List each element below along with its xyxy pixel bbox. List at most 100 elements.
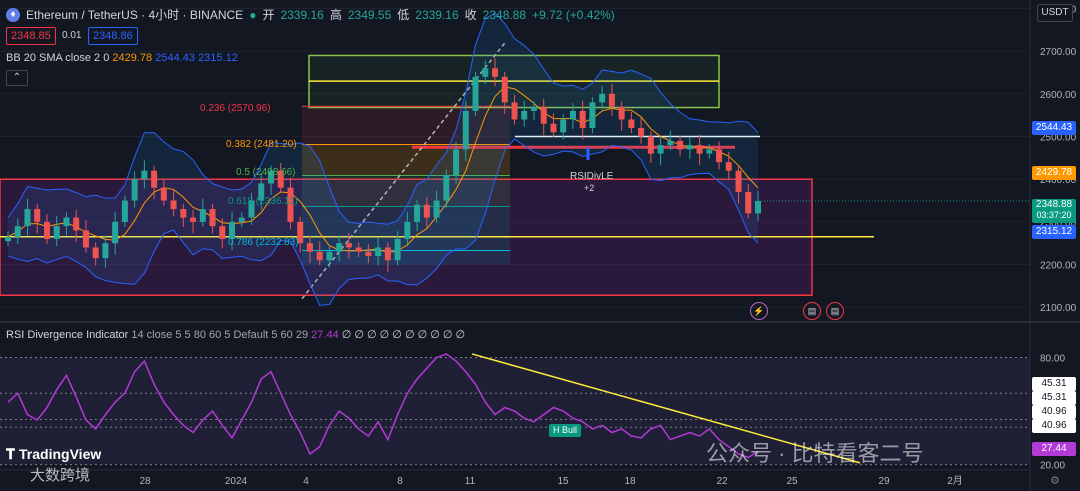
candle-body bbox=[219, 226, 226, 239]
candle-body bbox=[267, 170, 274, 184]
high-label: 高 bbox=[329, 8, 342, 22]
candle-body bbox=[141, 170, 148, 180]
candle-body bbox=[647, 136, 654, 154]
candle-body bbox=[63, 217, 70, 227]
candle-body bbox=[638, 128, 645, 137]
candle-body bbox=[501, 76, 508, 103]
time-tick-label: 11 bbox=[465, 476, 476, 487]
price-tick-label: 2200.00 bbox=[1040, 261, 1077, 272]
time-tick-label: 29 bbox=[878, 476, 890, 487]
rsi-tag-a: 45.31 bbox=[1032, 377, 1076, 391]
candle-body bbox=[53, 226, 60, 239]
candle-body bbox=[686, 145, 693, 150]
bar-countdown: 03:37:20 bbox=[1036, 210, 1072, 220]
bb-lower-line bbox=[7, 138, 759, 306]
candle-body bbox=[579, 110, 586, 128]
bb-lower-value: 2315.12 bbox=[198, 52, 238, 64]
bb-basis-line bbox=[7, 86, 759, 254]
candle-body bbox=[657, 145, 664, 154]
last-price-value: 2348.88 bbox=[1035, 199, 1073, 210]
sell-price-button[interactable]: 2348.85 bbox=[6, 27, 56, 45]
candle-body bbox=[73, 217, 80, 231]
time-tick-label: 22 bbox=[716, 476, 728, 487]
buy-price-button[interactable]: 2348.86 bbox=[88, 27, 138, 45]
candle-body bbox=[433, 200, 440, 218]
open-label: 开 bbox=[262, 8, 275, 22]
price-tick-label: 2700.00 bbox=[1040, 47, 1077, 58]
bb-basis-value: 2429.78 bbox=[112, 52, 153, 64]
rsi-empty-values: ∅ ∅ ∅ ∅ ∅ ∅ ∅ ∅ ∅ ∅ bbox=[341, 329, 466, 341]
last-price-tag: 2348.88 03:37:20 bbox=[1032, 199, 1076, 223]
candle-body bbox=[112, 221, 119, 244]
rsi-tick-label: 80.00 bbox=[1040, 354, 1065, 365]
candle-body bbox=[297, 221, 304, 244]
candle-body bbox=[550, 123, 557, 133]
candle-body bbox=[258, 183, 265, 201]
candle-body bbox=[5, 236, 11, 242]
candle-body bbox=[190, 217, 197, 222]
close-label: 收 bbox=[464, 8, 477, 22]
candle-body bbox=[34, 209, 41, 222]
tradingview-text: TradingView bbox=[19, 446, 102, 462]
candle-body bbox=[414, 204, 421, 222]
candle-body bbox=[394, 238, 401, 261]
change-value: +9.72 (+0.42%) bbox=[532, 7, 615, 22]
candle-body bbox=[160, 187, 167, 201]
us-flag-event-icon[interactable]: ▤ bbox=[803, 302, 821, 320]
time-tick-label: 2月 bbox=[947, 475, 963, 487]
candle-body bbox=[336, 243, 343, 252]
candle-body bbox=[151, 170, 158, 188]
candle-body bbox=[608, 93, 615, 107]
signal-label[interactable]: RSIDivLE bbox=[570, 171, 614, 182]
bb-lower-tag: 2315.12 bbox=[1032, 225, 1076, 239]
price-tick-label: 2400.00 bbox=[1040, 175, 1077, 186]
candle-body bbox=[345, 243, 352, 248]
lightning-event-icon[interactable]: ⚡ bbox=[750, 302, 768, 320]
rsi-tag-d: 40.96 bbox=[1032, 419, 1076, 433]
candle-body bbox=[170, 200, 177, 210]
symbol-title[interactable]: Ethereum / TetherUS · 4小时 · BINANCE bbox=[26, 8, 244, 22]
candle-body bbox=[92, 247, 99, 259]
candle-body bbox=[725, 162, 732, 171]
candle-body bbox=[618, 106, 625, 120]
candle-body bbox=[375, 247, 382, 256]
bb-name: BB 20 SMA close 2 0 bbox=[6, 52, 110, 64]
candle-body bbox=[229, 221, 236, 239]
candle-body bbox=[238, 217, 245, 222]
candle-body bbox=[599, 93, 606, 103]
low-value: 2339.16 bbox=[415, 7, 459, 22]
candle-body bbox=[443, 174, 450, 201]
rsi-value: 27.44 bbox=[311, 329, 339, 341]
candle-body bbox=[462, 110, 469, 150]
time-tick-label: 15 bbox=[557, 476, 569, 487]
rsi-legend[interactable]: RSI Divergence Indicator 14 close 5 5 80… bbox=[6, 328, 465, 341]
candle-body bbox=[589, 102, 596, 128]
high-value: 2349.55 bbox=[347, 7, 392, 22]
settings-gear-icon[interactable]: ⚙ bbox=[1050, 475, 1060, 487]
candle-body bbox=[209, 209, 216, 227]
tradingview-logo: 𝐓 TradingView bbox=[6, 446, 102, 462]
candle-body bbox=[706, 149, 713, 154]
candle-body bbox=[423, 204, 430, 218]
spread-value: 0.01 bbox=[62, 30, 82, 41]
candle-body bbox=[306, 243, 313, 252]
bb-legend[interactable]: BB 20 SMA close 2 0 2429.78 2544.43 2315… bbox=[6, 52, 238, 64]
wechat-watermark: 公众号 · 比特看客二号 bbox=[706, 441, 924, 466]
h-bull-label: H Bull bbox=[549, 424, 582, 437]
rsi-tag-b: 45.31 bbox=[1032, 391, 1076, 405]
us-flag-event-icon-2[interactable]: ▤ bbox=[826, 302, 844, 320]
candle-body bbox=[287, 187, 294, 222]
low-label: 低 bbox=[397, 8, 410, 22]
candle-body bbox=[316, 251, 323, 261]
candle-body bbox=[131, 179, 138, 201]
candle-body bbox=[24, 209, 31, 227]
collapse-legend-icon[interactable]: ⌃ bbox=[6, 70, 28, 86]
time-tick-label: 18 bbox=[624, 476, 636, 487]
candle-body bbox=[14, 226, 21, 237]
trend-dashed-line bbox=[301, 42, 506, 300]
signal-count: +2 bbox=[584, 183, 595, 193]
rsi-tag-c: 40.96 bbox=[1032, 405, 1076, 419]
currency-button[interactable]: USDT bbox=[1037, 4, 1073, 22]
rsi-trendline bbox=[471, 353, 861, 464]
